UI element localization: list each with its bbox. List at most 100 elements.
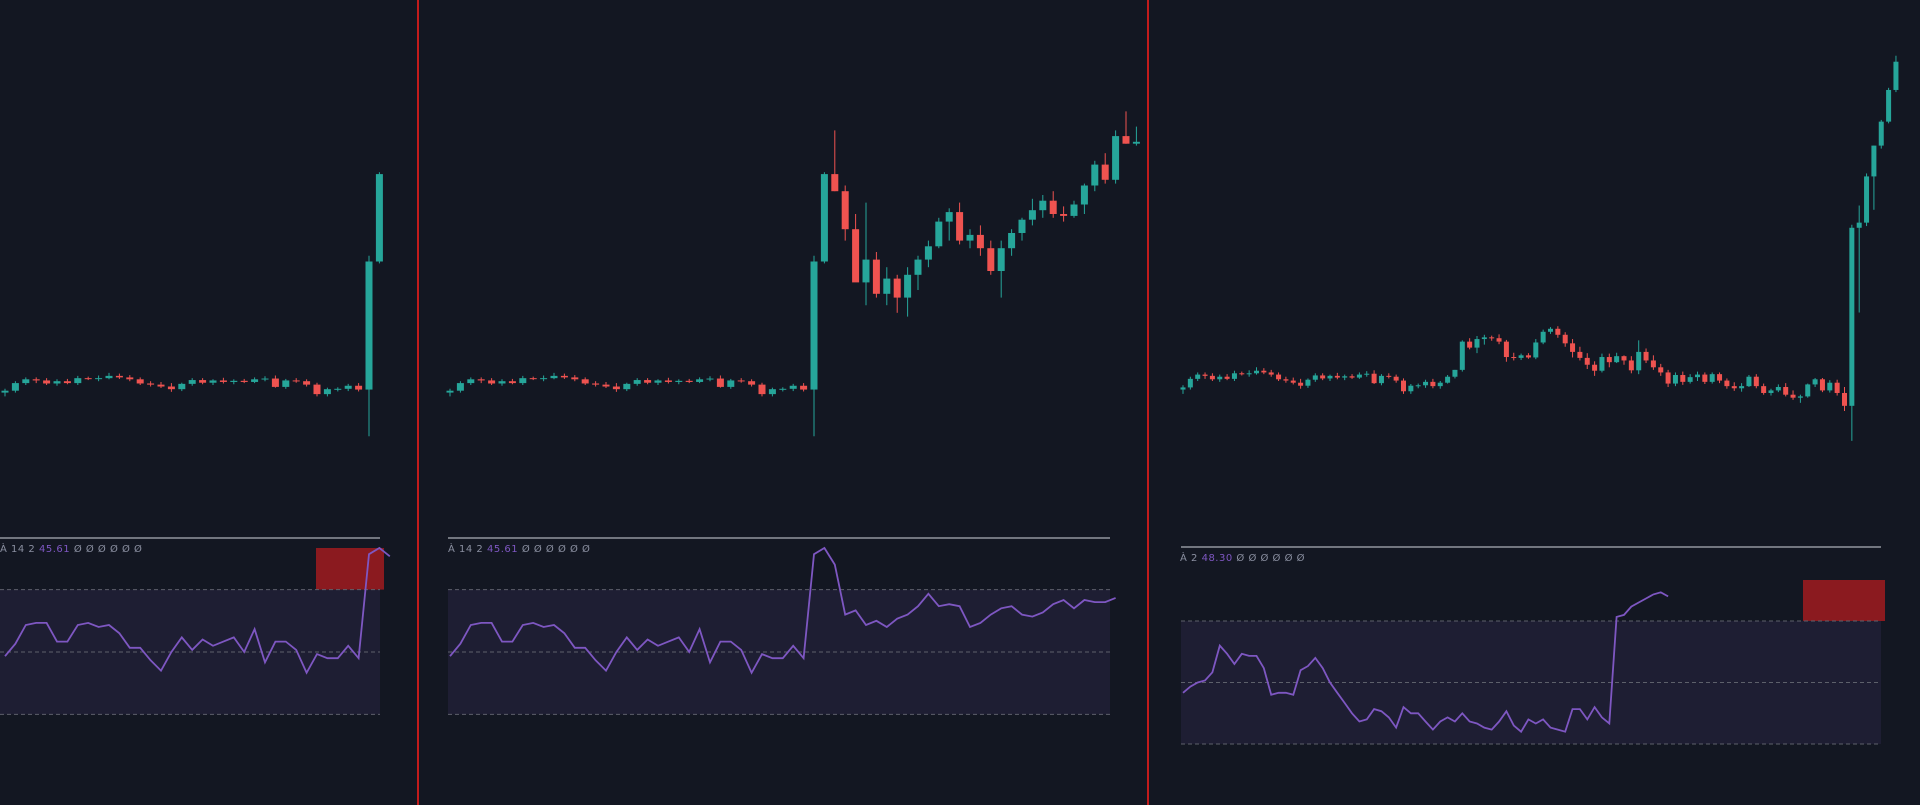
panel-divider[interactable]: [417, 0, 419, 805]
candle-body: [1621, 356, 1627, 361]
candle-body: [862, 259, 870, 283]
candle-body: [966, 234, 974, 241]
candle-body: [1680, 375, 1686, 382]
candle-body: [95, 378, 103, 380]
candlestick-chart[interactable]: [1149, 0, 1920, 805]
candle-body: [945, 212, 953, 222]
candle-body: [1606, 357, 1612, 363]
candle-body: [147, 383, 155, 385]
candle-body: [1091, 164, 1099, 186]
candle-body: [800, 385, 808, 390]
candle-body: [219, 380, 227, 382]
candle-body: [1386, 375, 1392, 377]
candle-body: [1276, 374, 1282, 380]
candle-body: [1195, 374, 1201, 379]
candle-body: [1305, 379, 1311, 386]
candle-body: [1687, 377, 1693, 382]
candle-body: [1298, 382, 1304, 386]
candle-body: [1452, 369, 1458, 377]
candle-body: [706, 378, 714, 380]
candle-body: [1112, 136, 1120, 180]
candle-body: [1592, 364, 1598, 371]
candle-body: [136, 379, 144, 384]
candle-body: [935, 221, 943, 247]
candle-body: [74, 378, 82, 384]
candle-body: [1349, 376, 1355, 378]
candle-body: [1599, 357, 1605, 371]
candle-body: [1489, 337, 1495, 339]
candle-body: [1797, 396, 1803, 398]
candle-body: [1312, 375, 1318, 380]
candle-body: [1702, 374, 1708, 382]
candle-body: [261, 378, 269, 380]
candle-body: [1761, 386, 1767, 393]
candle-body: [1239, 373, 1245, 375]
candle-body: [883, 278, 891, 294]
candle-body: [157, 384, 165, 387]
candle-body: [1459, 341, 1465, 370]
candle-body: [924, 246, 932, 260]
candle-body: [1408, 385, 1414, 392]
candle-body: [334, 388, 342, 390]
candle-body: [1039, 200, 1047, 211]
candle-body: [1658, 367, 1664, 373]
candle-body: [508, 381, 516, 384]
candle-body: [375, 174, 383, 262]
candle-body: [1739, 386, 1745, 389]
rsi-indicator-label: À 2 48.30 Ø Ø Ø Ø Ø Ø: [1180, 553, 1305, 564]
candle-body: [1371, 373, 1377, 384]
candle-body: [126, 377, 134, 380]
candle-body: [1246, 373, 1252, 375]
candle-body: [581, 379, 589, 384]
candle-body: [1401, 380, 1406, 392]
panel-divider[interactable]: [1147, 0, 1149, 805]
candle-body: [841, 191, 849, 230]
candle-body: [633, 380, 641, 384]
candle-body: [1290, 380, 1296, 383]
candle-body: [1533, 342, 1539, 358]
candle-body: [644, 380, 652, 383]
candle-body: [1518, 355, 1524, 358]
candle-body: [1327, 375, 1333, 379]
rsi-indicator-label: À 14 2 45.61 Ø Ø Ø Ø Ø Ø: [448, 544, 590, 555]
candle-body: [748, 381, 756, 385]
candle-body: [1783, 386, 1789, 395]
chart-panel-right[interactable]: À 2 48.30 Ø Ø Ø Ø Ø Ø: [1149, 0, 1920, 805]
candle-body: [779, 388, 787, 390]
candle-body: [831, 174, 839, 192]
candle-body: [976, 234, 984, 249]
candle-body: [105, 375, 113, 379]
chart-panel-left[interactable]: À 14 2 45.61 Ø Ø Ø Ø Ø Ø: [0, 0, 417, 805]
candle-body: [602, 384, 610, 387]
candle-body: [1481, 337, 1487, 340]
candle-body: [914, 259, 922, 275]
rsi-indicator-label: À 14 2 45.61 Ø Ø Ø Ø Ø Ø: [0, 544, 142, 555]
candle-body: [1886, 89, 1892, 122]
candle-body: [1356, 374, 1362, 378]
rsi-label-value: 48.30: [1201, 553, 1233, 564]
candle-body: [1423, 381, 1429, 386]
candle-body: [1503, 341, 1509, 358]
candle-body: [1496, 338, 1502, 342]
candle-body: [1430, 381, 1436, 387]
candle-body: [664, 380, 672, 382]
candlestick-chart[interactable]: [0, 0, 417, 805]
candle-body: [758, 384, 766, 395]
overbought-zone: [1803, 580, 1885, 621]
candle-body: [1378, 375, 1384, 384]
candle-body: [1364, 373, 1370, 375]
candle-body: [1261, 370, 1267, 373]
candle-body: [1268, 372, 1274, 375]
candle-body: [1790, 394, 1796, 398]
candle-body: [1864, 176, 1870, 223]
candle-body: [1224, 376, 1230, 379]
candle-body: [1445, 376, 1451, 383]
candle-body: [1636, 351, 1642, 371]
candle-body: [519, 378, 527, 384]
overbought-zone: [316, 548, 384, 590]
candlestick-chart[interactable]: [419, 0, 1147, 805]
candle-body: [852, 229, 860, 283]
candle-body: [1320, 375, 1326, 379]
chart-panel-middle[interactable]: À 14 2 45.61 Ø Ø Ø Ø Ø Ø: [419, 0, 1147, 805]
candle-body: [716, 378, 724, 387]
